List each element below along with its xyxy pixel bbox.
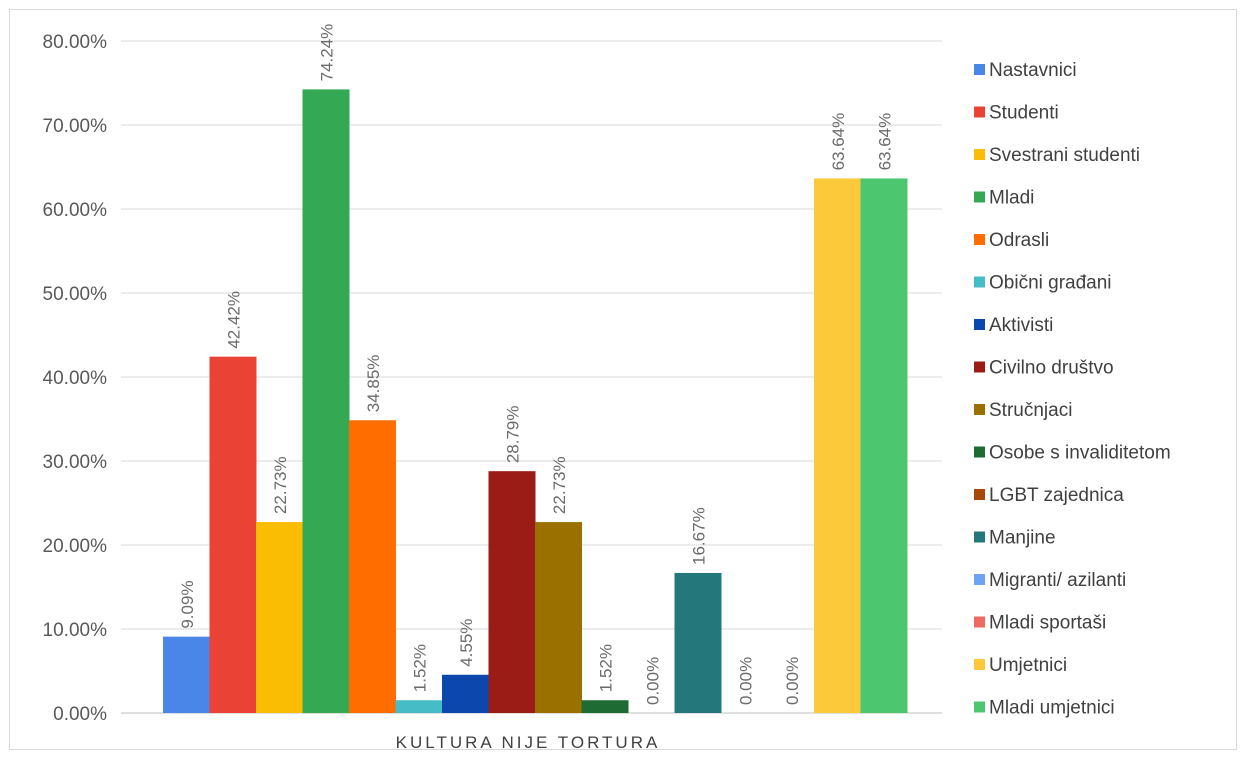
data-label: 1.52% <box>411 644 430 692</box>
legend-item: Mladi <box>974 188 1034 209</box>
legend-swatch <box>974 574 985 585</box>
data-label: 4.55% <box>457 619 476 667</box>
legend-label: Svestrani studenti <box>989 145 1140 166</box>
legend-label: Migranti/ azilanti <box>989 570 1126 591</box>
legend-item: Odrasli <box>974 230 1049 251</box>
legend-label: Aktivisti <box>989 315 1053 336</box>
legend-item: Manjine <box>974 528 1056 549</box>
y-axis: 0.00% 10.00% 20.00% 30.00% 40.00% 50.00% 60.00… <box>43 32 108 725</box>
data-label: 0.00% <box>736 657 755 705</box>
legend-swatch <box>974 616 985 628</box>
legend-item: Mladi umjetnici <box>974 698 1115 719</box>
data-label: 0.00% <box>643 657 662 705</box>
y-tick-label: 70.00% <box>43 116 108 137</box>
bars <box>163 89 908 713</box>
data-label: 0.00% <box>783 657 802 705</box>
legend-label: Mladi umjetnici <box>989 698 1115 719</box>
legend-item: LGBT zajednica <box>974 485 1124 506</box>
legend-label: Umjetnici <box>989 655 1067 676</box>
legend-label: Manjine <box>989 528 1056 549</box>
legend-swatch <box>974 276 985 288</box>
data-label: 22.73% <box>271 456 290 514</box>
legend-item: Obični građani <box>974 273 1112 294</box>
legend-swatch <box>974 64 985 75</box>
y-tick-label: 40.00% <box>43 368 108 389</box>
bar <box>442 674 489 713</box>
y-tick-label: 50.00% <box>43 284 108 305</box>
legend-item: Mladi sportaši <box>974 613 1106 634</box>
bar <box>674 572 722 713</box>
y-tick-label: 0.00% <box>53 704 107 725</box>
legend-item: Civilno društvo <box>974 358 1114 379</box>
legend-swatch <box>974 659 985 670</box>
legend-item: Nastavnici <box>974 60 1077 81</box>
y-tick-label: 80.00% <box>43 32 108 53</box>
bar <box>535 522 582 713</box>
y-tick-label: 30.00% <box>43 452 108 473</box>
bar <box>395 700 443 713</box>
data-label: 42.42% <box>225 291 244 349</box>
legend-label: LGBT zajednica <box>989 485 1124 506</box>
data-label: 63.64% <box>876 113 895 171</box>
y-tick-label: 10.00% <box>43 620 108 641</box>
legend-label: Mladi <box>989 188 1034 209</box>
legend-label: Obični građani <box>989 273 1112 294</box>
bar <box>488 471 536 713</box>
legend-label: Odrasli <box>989 230 1049 251</box>
legend-item: Migranti/ azilanti <box>974 570 1126 591</box>
bar <box>302 89 350 713</box>
legend-label: Mladi sportaši <box>989 613 1106 634</box>
bar <box>581 700 629 713</box>
bar <box>349 420 396 713</box>
legend-swatch <box>974 149 985 160</box>
bar <box>256 522 303 713</box>
data-label: 34.85% <box>364 355 383 413</box>
data-label: 1.52% <box>597 644 616 692</box>
legend-label: Osobe s invaliditetom <box>989 443 1171 464</box>
legend-item: Studenti <box>974 103 1059 124</box>
data-label: 16.67% <box>690 507 709 565</box>
legend-label: Studenti <box>989 103 1059 124</box>
bar <box>209 356 257 713</box>
legend-swatch <box>974 404 985 415</box>
data-labels: 9.09% 42.42% 22.73% 74.24% 34.85% 1.52% 4.55% 2… <box>178 24 895 705</box>
data-label: 22.73% <box>550 456 569 514</box>
x-category-label: KULTURA NIJE TORTURA <box>396 733 661 752</box>
legend-item: Osobe s invaliditetom <box>974 443 1171 464</box>
legend-swatch <box>974 446 985 458</box>
legend-item: Umjetnici <box>974 655 1067 676</box>
legend-label: Nastavnici <box>989 60 1077 81</box>
legend-item: Stručnjaci <box>974 400 1072 421</box>
legend-label: Civilno društvo <box>989 358 1114 379</box>
legend-item: Aktivisti <box>974 315 1053 336</box>
legend-swatch <box>974 319 985 330</box>
data-label: 74.24% <box>318 24 337 82</box>
bar <box>163 636 210 713</box>
bar <box>860 178 908 713</box>
legend-swatch <box>974 701 985 713</box>
legend-swatch <box>974 489 985 500</box>
legend-label: Stručnjaci <box>989 400 1072 421</box>
data-label: 28.79% <box>504 405 523 463</box>
legend-swatch <box>974 191 985 203</box>
data-label: 9.09% <box>178 580 197 628</box>
legend: Nastavnici Studenti Svestrani studenti Mlad… <box>974 60 1171 719</box>
legend-swatch <box>974 361 985 373</box>
bar <box>814 178 861 713</box>
legend-item: Svestrani studenti <box>974 145 1140 166</box>
legend-swatch <box>974 531 985 543</box>
legend-swatch <box>974 106 985 118</box>
legend-swatch <box>974 234 985 245</box>
y-tick-label: 60.00% <box>43 200 108 221</box>
y-tick-label: 20.00% <box>43 536 108 557</box>
data-label: 63.64% <box>829 113 848 171</box>
